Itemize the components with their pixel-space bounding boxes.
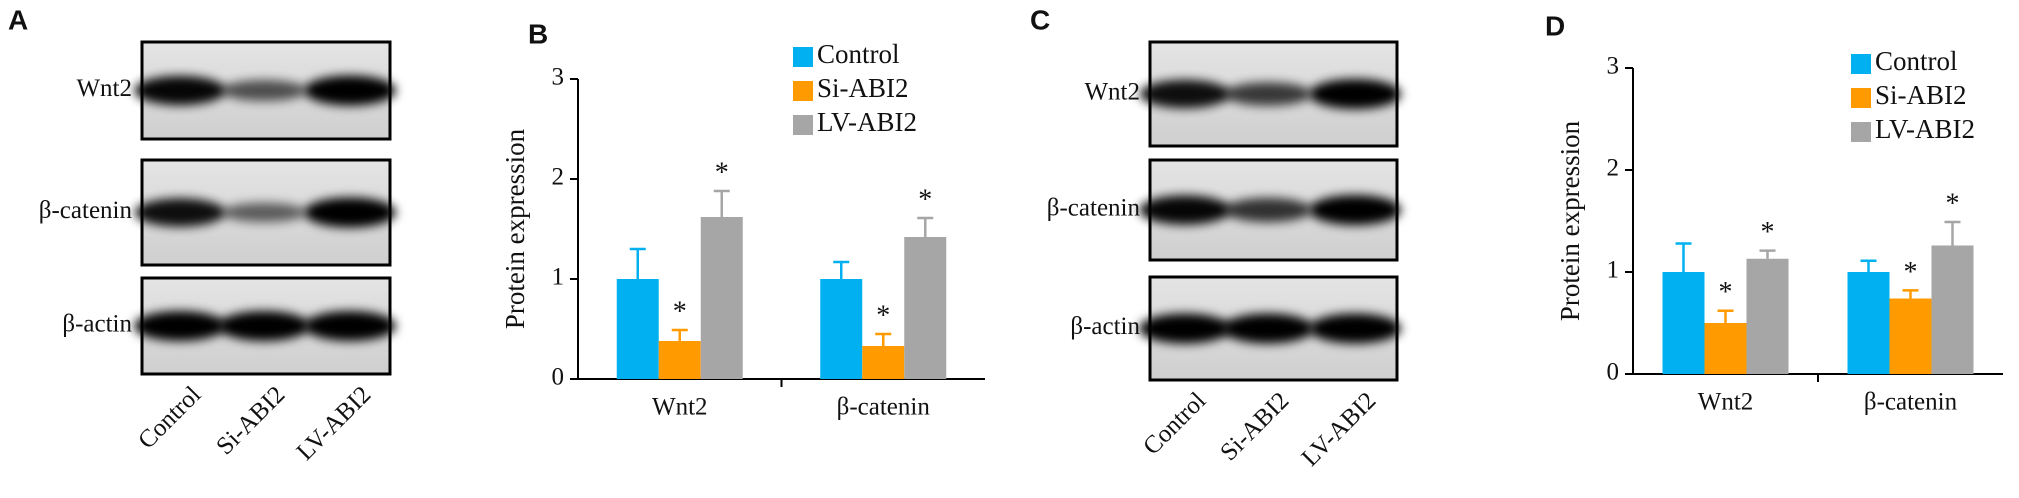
legend-label: LV-ABI2 (817, 107, 917, 137)
bar (658, 341, 701, 379)
blot-band (221, 79, 307, 102)
bar (862, 346, 905, 379)
panel-letter: A (8, 4, 28, 35)
y-tick-label: 1 (552, 264, 565, 291)
blot-band (134, 311, 226, 341)
lane-label: LV-ABI2 (1297, 387, 1382, 472)
error-bar (1675, 242, 1692, 272)
row-label: Wnt2 (1084, 79, 1140, 106)
lane-label: Si-ABI2 (1215, 387, 1294, 466)
legend-swatch (1851, 54, 1871, 74)
legend-label: Si-ABI2 (1875, 80, 1967, 110)
blot-band (304, 197, 396, 228)
y-tick-label: 0 (552, 364, 565, 391)
error-bar (1717, 309, 1734, 323)
lane-label: Control (133, 381, 206, 454)
significance-mark: * (876, 300, 890, 331)
blot-band (134, 75, 226, 106)
error-bar (1944, 220, 1961, 246)
blot-band (1309, 79, 1401, 109)
panel-letter: B (528, 18, 548, 49)
y-tick-label: 2 (1607, 155, 1620, 182)
panel-letter: C (1030, 4, 1050, 35)
blot-band (1309, 195, 1401, 225)
blot-band (134, 198, 226, 227)
panel-letter: D (1545, 10, 1565, 41)
blot-band (1139, 313, 1231, 344)
x-tick-label: β-catenin (1864, 389, 1958, 416)
significance-mark: * (1719, 277, 1733, 308)
row-label: β-actin (1070, 313, 1140, 340)
y-axis-label: Protein expression (500, 128, 530, 329)
row-label: Wnt2 (76, 75, 132, 102)
y-tick-label: 1 (1607, 257, 1620, 284)
row-label: β-actin (62, 311, 132, 338)
error-bar (917, 216, 934, 237)
legend-label: Control (1875, 46, 1958, 76)
legend-label: LV-ABI2 (1875, 114, 1975, 144)
bar (700, 217, 743, 379)
bar (1662, 272, 1705, 374)
blot-band (1139, 195, 1231, 225)
bar (820, 279, 863, 379)
x-tick-label: β-catenin (837, 394, 931, 421)
legend-swatch (793, 115, 813, 135)
error-bar (1759, 249, 1776, 259)
legend-label: Control (817, 39, 900, 69)
legend-swatch (793, 47, 813, 67)
legend-swatch (793, 81, 813, 101)
blot-band (1309, 313, 1401, 344)
legend-swatch (1851, 122, 1871, 142)
significance-mark: * (1761, 217, 1775, 248)
bar (1847, 272, 1890, 374)
bar (616, 279, 659, 379)
lane-label: Si-ABI2 (211, 381, 290, 460)
blot-band (1224, 197, 1312, 223)
lane-label: Control (1138, 387, 1211, 460)
significance-mark: * (1904, 257, 1918, 288)
x-tick-label: Wnt2 (1698, 389, 1754, 416)
error-bar (671, 328, 688, 341)
row-label: β-catenin (1047, 195, 1141, 222)
error-bar (713, 189, 730, 217)
bar (1889, 298, 1932, 374)
legend-label: Si-ABI2 (817, 73, 909, 103)
y-tick-label: 0 (1607, 359, 1620, 386)
y-tick-label: 3 (1607, 53, 1620, 80)
blot-band (1224, 82, 1312, 106)
error-bar (1902, 289, 1919, 299)
blot-band (1222, 313, 1314, 344)
y-tick-label: 2 (552, 164, 565, 191)
lane-label: LV-ABI2 (292, 381, 377, 466)
error-bar (629, 247, 646, 279)
blot-band (304, 311, 396, 341)
bar (904, 237, 947, 379)
row-label: β-catenin (39, 197, 133, 224)
error-bar (875, 332, 892, 346)
significance-mark: * (918, 184, 932, 215)
legend-swatch (1851, 88, 1871, 108)
y-tick-label: 3 (552, 64, 565, 91)
blot-band (304, 75, 396, 106)
bar (1931, 245, 1974, 374)
x-tick-label: Wnt2 (652, 394, 708, 421)
error-bar (1860, 259, 1877, 272)
blot-band (1139, 79, 1231, 109)
blot-band (221, 202, 307, 223)
significance-mark: * (1946, 188, 1960, 219)
significance-mark: * (715, 157, 729, 188)
y-axis-label: Protein expression (1555, 120, 1585, 321)
bar (1746, 258, 1789, 374)
blot-band (218, 311, 310, 341)
significance-mark: * (673, 296, 687, 327)
bar (1704, 323, 1747, 374)
error-bar (833, 260, 850, 279)
